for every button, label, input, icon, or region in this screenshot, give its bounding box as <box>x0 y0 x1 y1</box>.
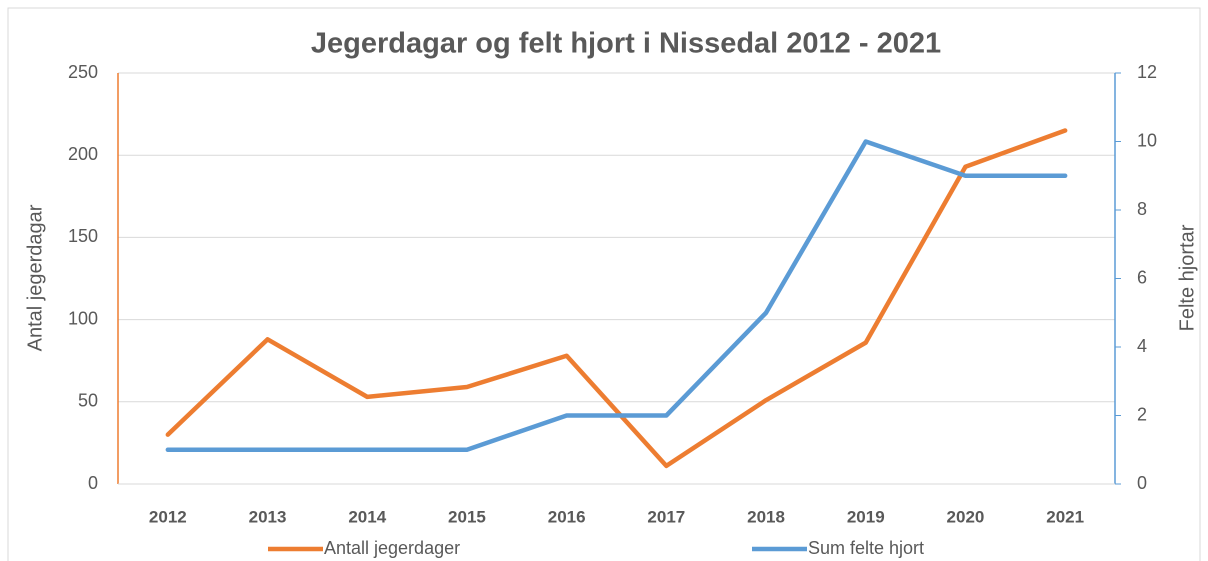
x-tick-label: 2013 <box>249 507 287 526</box>
y-axis-label: Antal jegerdagar <box>24 204 46 351</box>
x-tick-label: 2017 <box>647 507 685 526</box>
x-tick-label: 2015 <box>448 507 486 526</box>
y2-tick-label: 10 <box>1137 130 1157 150</box>
y-tick-label: 100 <box>68 308 98 328</box>
series-line <box>165 128 1068 469</box>
series-line <box>165 139 1068 452</box>
y-tick-label: 250 <box>68 62 98 82</box>
y2-axis-label: Felte hjortar <box>1176 224 1198 331</box>
x-tick-label: 2014 <box>348 507 386 526</box>
x-tick-label: 2018 <box>747 507 785 526</box>
y2-tick-label: 0 <box>1137 473 1147 493</box>
x-tick-label: 2016 <box>548 507 586 526</box>
y-tick-label: 0 <box>88 473 98 493</box>
y2-tick-label: 6 <box>1137 267 1147 287</box>
x-tick-label: 2021 <box>1046 507 1084 526</box>
legend-label: Antall jegerdager <box>324 538 460 558</box>
y2-tick-label: 4 <box>1137 336 1147 356</box>
y-tick-label: 50 <box>78 391 98 411</box>
y2-tick-label: 8 <box>1137 199 1147 219</box>
chart-title: Jegerdagar og felt hjort i Nissedal 2012… <box>311 28 941 60</box>
y2-tick-label: 12 <box>1137 62 1157 82</box>
legend-label: Sum felte hjort <box>808 538 924 558</box>
x-tick-label: 2019 <box>847 507 885 526</box>
y2-tick-label: 2 <box>1137 404 1147 424</box>
chart-border <box>7 7 1201 561</box>
x-tick-label: 2012 <box>149 507 187 526</box>
y-tick-label: 200 <box>68 144 98 164</box>
x-tick-label: 2020 <box>947 507 985 526</box>
y-tick-label: 150 <box>68 226 98 246</box>
